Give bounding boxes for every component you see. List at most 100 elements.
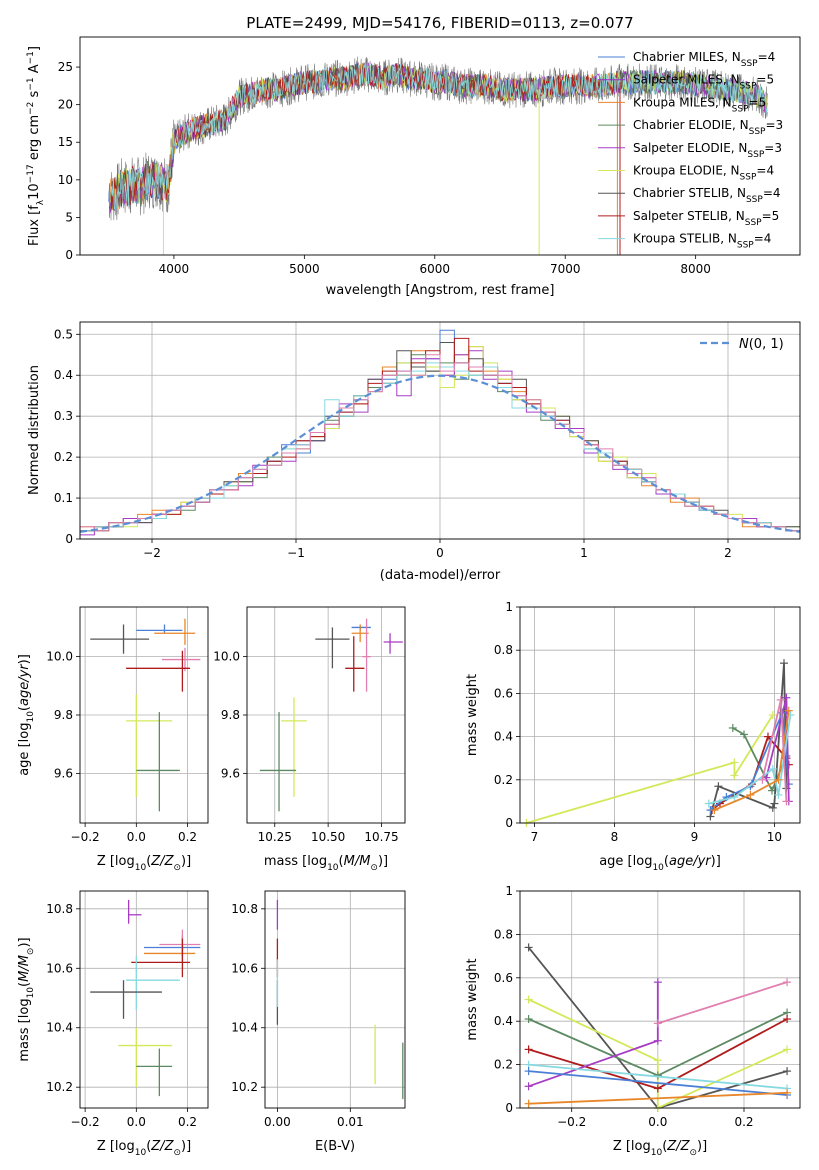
x-tick-label: 4000	[159, 262, 190, 276]
x-tick-label: 0.2	[734, 1115, 753, 1129]
y-tick-label: 0	[65, 248, 73, 262]
x-tick-label: 0.0	[127, 830, 146, 844]
axes-frame	[79, 890, 209, 1109]
y-tick-label: 9.8	[221, 708, 240, 722]
legend-label: Salpeter MILES, NSSP=5	[633, 73, 774, 92]
weight-line-kroupa-elodie	[526, 714, 774, 824]
y-tick-label: 0.4	[494, 1014, 513, 1028]
residuals-panel: −2 −1 0 1 2 0 0.1 0.2 0.3 0.4 0.5 N(0, 1) (data-mode…	[27, 321, 801, 583]
x-tick-label: 0	[436, 546, 444, 560]
x-axis-label: age [log10(age/yr)]	[599, 854, 721, 873]
axes-frame	[79, 606, 209, 824]
x-tick-label: 0.0	[127, 1115, 146, 1129]
x-tick-label: −0.2	[71, 1115, 100, 1129]
legend-label: Chabrier STELIB, NSSP=4	[633, 186, 781, 205]
age-vs-mass-panel: 10.25 10.50 10.75 9.6 9.8 10.0 mass [log10(M/M…	[213, 606, 406, 873]
x-tick-label: 6000	[420, 262, 451, 276]
x-axis-label: Z [log10(Z/Z⊙)]	[613, 1139, 707, 1158]
histogram-pink	[79, 354, 800, 539]
y-tick-label: 1	[505, 600, 513, 614]
x-tick-label: 7000	[550, 262, 581, 276]
y-tick-label: 10.2	[231, 1080, 258, 1094]
y-tick-label: 0	[505, 816, 513, 830]
legend-label: Chabrier ELODIE, NSSP=3	[633, 118, 783, 137]
y-axis-label: Flux [fλ10−17 erg cm−2 s−1 A−1]	[26, 46, 46, 246]
x-tick-label: 2	[724, 546, 732, 560]
y-axis-label: mass [log10(M/M⊙)]	[17, 937, 36, 1061]
y-tick-label: 0.4	[54, 368, 73, 382]
y-tick-label: 9.6	[54, 766, 73, 780]
x-axis-label: Z [log10(Z/Z⊙)]	[97, 1139, 191, 1158]
y-tick-label: 0.4	[494, 730, 513, 744]
y-tick-label: 0.1	[54, 491, 73, 505]
y-tick-label: 10	[58, 173, 73, 187]
axes-frame	[519, 890, 801, 1109]
y-tick-label: 0.6	[494, 971, 513, 985]
x-tick-label: −2	[143, 546, 161, 560]
y-tick-label: 0.2	[494, 773, 513, 787]
legend-label: Chabrier MILES, NSSP=4	[633, 50, 775, 69]
axes-frame	[79, 36, 801, 256]
x-axis-label: mass [log10(M/M⊙)]	[264, 854, 388, 873]
y-tick-label: 0.6	[494, 686, 513, 700]
x-tick-label: 10.25	[258, 830, 292, 844]
y-tick-label: 10.8	[231, 902, 258, 916]
y-axis-label: mass weight	[465, 958, 480, 1040]
y-axis-label: age [log10(age/yr)]	[17, 654, 36, 776]
x-tick-label: 1	[580, 546, 588, 560]
x-tick-label: 8	[611, 830, 619, 844]
weight-line-chabrier-stelib	[709, 663, 788, 817]
legend-label: Kroupa STELIB, NSSP=4	[633, 232, 771, 251]
y-tick-label: 0.8	[494, 927, 513, 941]
weight-line-kroupa-elodie	[528, 998, 788, 1110]
y-tick-label: 15	[58, 135, 73, 149]
legend-label: Salpeter ELODIE, NSSP=3	[633, 141, 782, 160]
y-tick-label: 0	[65, 532, 73, 546]
y-tick-label: 10.0	[46, 650, 73, 664]
x-tick-label: 10	[767, 830, 782, 844]
legend-label: Salpeter STELIB, NSSP=5	[633, 209, 779, 228]
y-tick-label: 9.8	[54, 708, 73, 722]
x-tick-label: 0.01	[337, 1115, 364, 1129]
y-tick-label: 20	[58, 98, 73, 112]
x-axis-label: Z [log10(Z/Z⊙)]	[97, 854, 191, 873]
spectrum-model-chabrier-elodie	[109, 62, 768, 210]
mass-vs-metallicity-panel: −0.2 0.0 0.2 10.2 10.4 10.6 10.8 Z [log10(Z/Z⊙)…	[17, 890, 209, 1158]
spectrum-panel: 4000 5000 6000 7000 8000 0 5 10 15 20 25 Chabrier M…	[26, 36, 801, 298]
y-tick-label: 0	[505, 1101, 513, 1115]
spectrum-lines	[108, 56, 768, 255]
weight-line-pink	[657, 981, 788, 1025]
x-axis-label: (data-model)/error	[380, 568, 501, 583]
y-tick-label: 9.6	[221, 766, 240, 780]
x-tick-label: 7	[531, 830, 539, 844]
y-tick-label: 10.8	[46, 902, 73, 916]
y-tick-label: 10.0	[213, 650, 240, 664]
weight-line-kroupa-miles	[528, 1091, 788, 1105]
mass-vs-reddening-panel: 0.00 0.01 10.2 10.4 10.6 10.8 E(B-V)	[231, 890, 406, 1154]
x-axis-label: E(B-V)	[315, 1139, 355, 1154]
x-tick-label: 0.0	[648, 1115, 667, 1129]
y-tick-label: 25	[58, 60, 73, 74]
y-tick-label: 10.6	[46, 961, 73, 975]
figure-title: PLATE=2499, MJD=54176, FIBERID=0113, z=0…	[246, 14, 633, 32]
y-tick-label: 1	[505, 884, 513, 898]
x-tick-label: 0.00	[264, 1115, 291, 1129]
axes-frame	[246, 606, 406, 824]
y-tick-label: 0.2	[494, 1058, 513, 1072]
y-tick-label: 0.2	[54, 450, 73, 464]
x-tick-label: 5000	[289, 262, 320, 276]
mass-weight-vs-age-panel: 7 8 9 10 0 0.2 0.4 0.6 0.8 1 age [log10(age/yr)] ma…	[465, 600, 801, 873]
y-tick-label: 10.2	[46, 1080, 73, 1094]
y-tick-label: 0.3	[54, 409, 73, 423]
y-tick-label: 10.6	[231, 961, 258, 975]
y-axis-label: mass weight	[465, 674, 480, 756]
weight-line-chabrier-miles	[528, 1070, 788, 1096]
axes-frame	[264, 890, 406, 1109]
y-tick-label: 10.4	[231, 1021, 258, 1035]
normal-curve	[79, 374, 801, 533]
y-tick-label: 5	[65, 210, 73, 224]
x-tick-label: 0.2	[178, 830, 197, 844]
x-axis-label: wavelength [Angstrom, rest frame]	[326, 283, 555, 298]
x-tick-label: 10.50	[311, 830, 345, 844]
